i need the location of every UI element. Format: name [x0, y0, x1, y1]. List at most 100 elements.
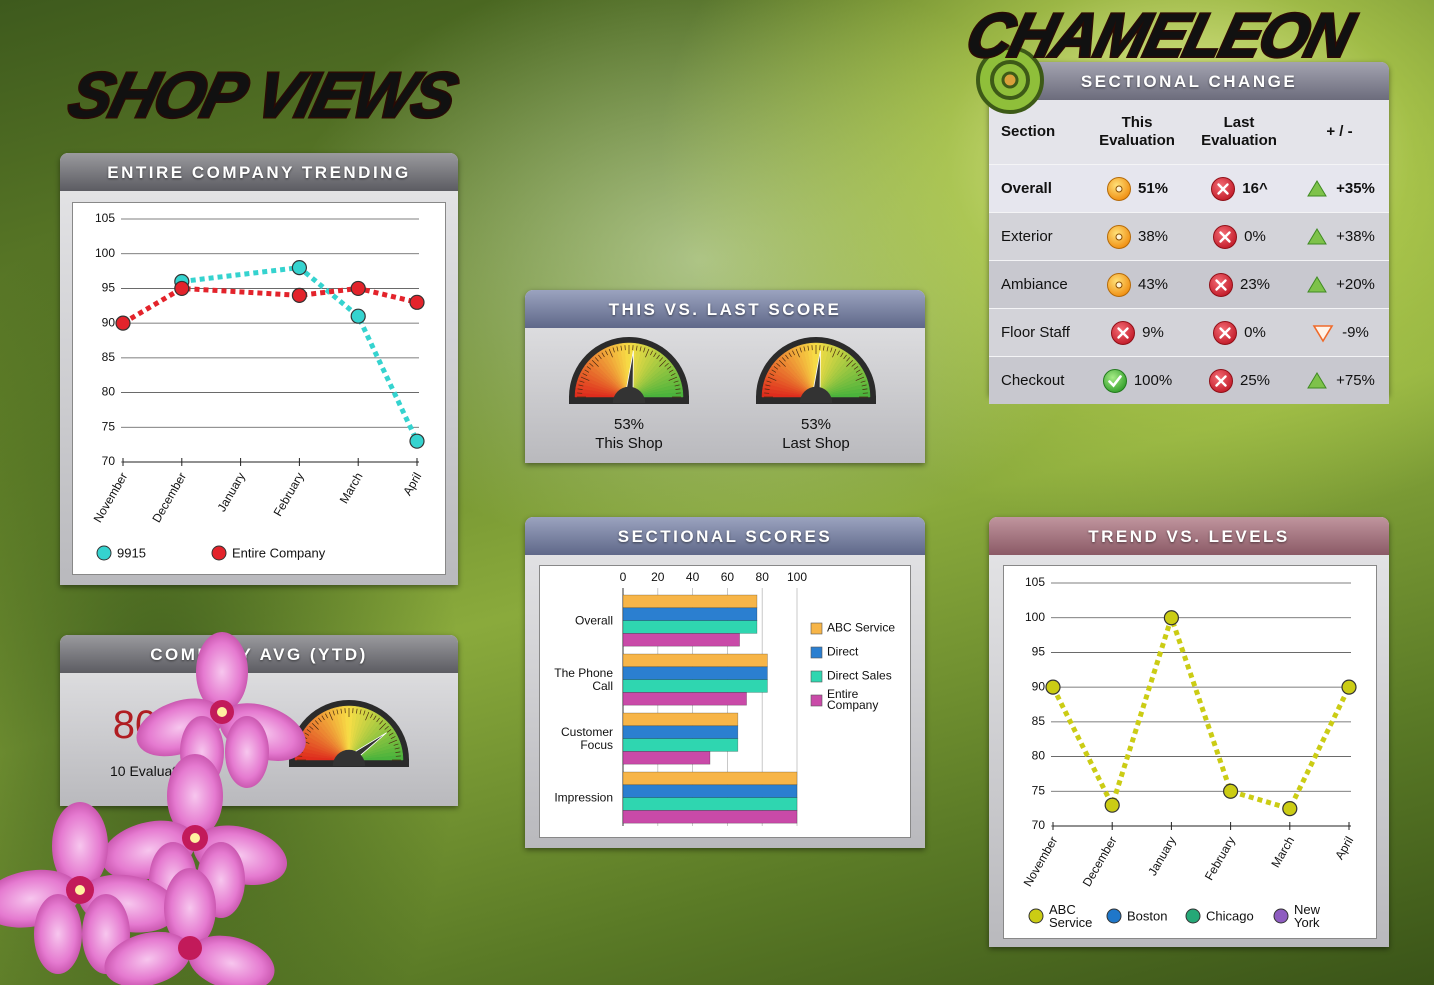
gauge-scale-mark — [855, 369, 861, 373]
data-point — [350, 308, 366, 324]
gauge-scale-mark — [767, 376, 777, 381]
legend-swatch — [211, 545, 227, 561]
gauge-scale-mark — [846, 359, 854, 367]
gauge-scale-mark — [388, 732, 394, 736]
gauge-scale-mark — [785, 354, 789, 360]
y-tick-label: 105 — [1025, 575, 1045, 589]
gauge-scale-mark — [591, 359, 599, 367]
gauge-scale-mark — [843, 354, 847, 360]
gauge-scale-mark — [765, 384, 771, 387]
legend-swatch — [810, 694, 823, 707]
gauge-scale-mark — [309, 725, 314, 730]
chameleon-swirl — [1001, 71, 1019, 89]
panel-title: ENTIRE COMPANY TRENDING — [60, 153, 458, 191]
cell: 51% — [1086, 164, 1188, 213]
gauge-scale-mark — [393, 743, 399, 746]
data-point — [1282, 801, 1298, 817]
gauge-scale-mark — [390, 736, 396, 739]
cell: 25% — [1188, 356, 1290, 404]
gauge-scale-mark — [776, 362, 781, 367]
cell: +20% — [1290, 260, 1389, 309]
gauge-scale-mark — [840, 352, 844, 358]
last-score: 0% — [1244, 323, 1266, 341]
panel-title: TREND VS. LEVELS — [989, 517, 1389, 555]
section-cell: Exterior — [989, 212, 1086, 261]
y-tick-label: 75 — [1032, 783, 1046, 797]
y-tick-label: 95 — [1032, 645, 1046, 659]
gauge-scale-mark — [653, 352, 657, 358]
gauge-scale-mark — [795, 348, 800, 358]
logo-shop-views: SHOP VIEWS — [62, 59, 465, 131]
gauge-scale-mark — [395, 751, 401, 753]
legend-label: Entire Company — [232, 545, 326, 561]
cell: +35% — [1290, 164, 1389, 213]
data-point — [291, 260, 307, 276]
gauge-scale-mark — [674, 384, 680, 387]
gauge-scale-mark — [860, 380, 866, 383]
this-score: 100% — [1133, 371, 1173, 389]
cell: 9% — [1086, 308, 1188, 357]
panel-title: THIS VS. LAST SCORE — [525, 290, 925, 328]
legend-swatch — [96, 545, 112, 561]
data-point — [174, 280, 190, 297]
gauge-scale-mark — [659, 359, 667, 367]
section-cell: Ambiance — [989, 260, 1086, 309]
data-point — [115, 315, 131, 331]
chart-area — [1003, 565, 1377, 939]
gauge-scale-mark — [861, 384, 867, 387]
gauge-scale-mark — [643, 347, 646, 353]
trend-levels-panel: TREND VS. LEVELS — [989, 517, 1389, 947]
legend-label: 9915 — [117, 545, 146, 561]
gauge-scale-mark — [803, 346, 806, 352]
gauge-scale-mark — [788, 352, 792, 358]
gauge-scale-mark — [370, 713, 373, 719]
gauge-scale-mark — [340, 708, 342, 714]
this-vs-last-panel: THIS VS. LAST SCORE — [525, 290, 925, 463]
gauge-scale-mark — [379, 720, 384, 725]
gauge-scale-mark — [781, 357, 786, 362]
change: +75% — [1336, 371, 1375, 389]
gauge-scale-mark — [365, 711, 370, 721]
this-score: 9% — [1142, 323, 1164, 341]
gauge-scale-mark — [608, 348, 613, 358]
table-row: Floor Staff 9% 0% -9% — [989, 308, 1389, 357]
sectional-change-panel: SECTIONAL CHANGE Section This Evaluation… — [989, 62, 1389, 404]
gauge-scale-mark — [612, 347, 615, 353]
y-tick-label: 70 — [102, 454, 116, 468]
y-tick-label: 85 — [1032, 714, 1046, 728]
panel-title: COMPANY AVG (YTD) — [60, 635, 458, 673]
legend-label: Chicago — [1206, 908, 1254, 924]
gauge-scale-mark — [668, 369, 674, 373]
gauge-scale-mark — [363, 710, 366, 716]
gauge-scale-mark — [832, 348, 837, 358]
gauge-scale-mark — [826, 346, 829, 352]
gauge-scale-mark — [837, 350, 840, 356]
y-tick-label: 75 — [102, 419, 116, 433]
data-point — [409, 294, 425, 310]
legend-swatch — [1028, 908, 1044, 924]
legend-label: Entire Company — [827, 687, 879, 712]
gauge-scale-mark — [379, 722, 387, 730]
bar — [622, 633, 740, 647]
legend-label: Direct Sales — [827, 668, 892, 683]
data-point — [1163, 610, 1180, 626]
gauge-scale-mark — [601, 352, 605, 358]
gauge-scale-mark — [769, 373, 775, 376]
section-cell: Checkout — [989, 356, 1086, 404]
gauge-scale-mark — [862, 388, 868, 390]
gauge-scale-mark — [394, 747, 400, 750]
gauge-scale-mark — [620, 345, 622, 351]
table-row: Exterior 38% 0% +38% — [989, 212, 1389, 261]
legend-label: Boston — [1127, 908, 1168, 924]
x-tick-label: 0 — [620, 570, 627, 584]
legend-swatch — [810, 622, 823, 635]
legend-label: Direct — [827, 644, 859, 659]
gauge-scale-mark — [328, 711, 333, 721]
panel-title: SECTIONAL CHANGE — [989, 62, 1389, 100]
gauge-hub — [612, 386, 646, 403]
legend-swatch — [1106, 908, 1122, 924]
gauge-scale-mark — [586, 366, 592, 370]
gauge-scale-mark — [594, 357, 599, 362]
column-header: Last Evaluation — [1188, 100, 1290, 165]
